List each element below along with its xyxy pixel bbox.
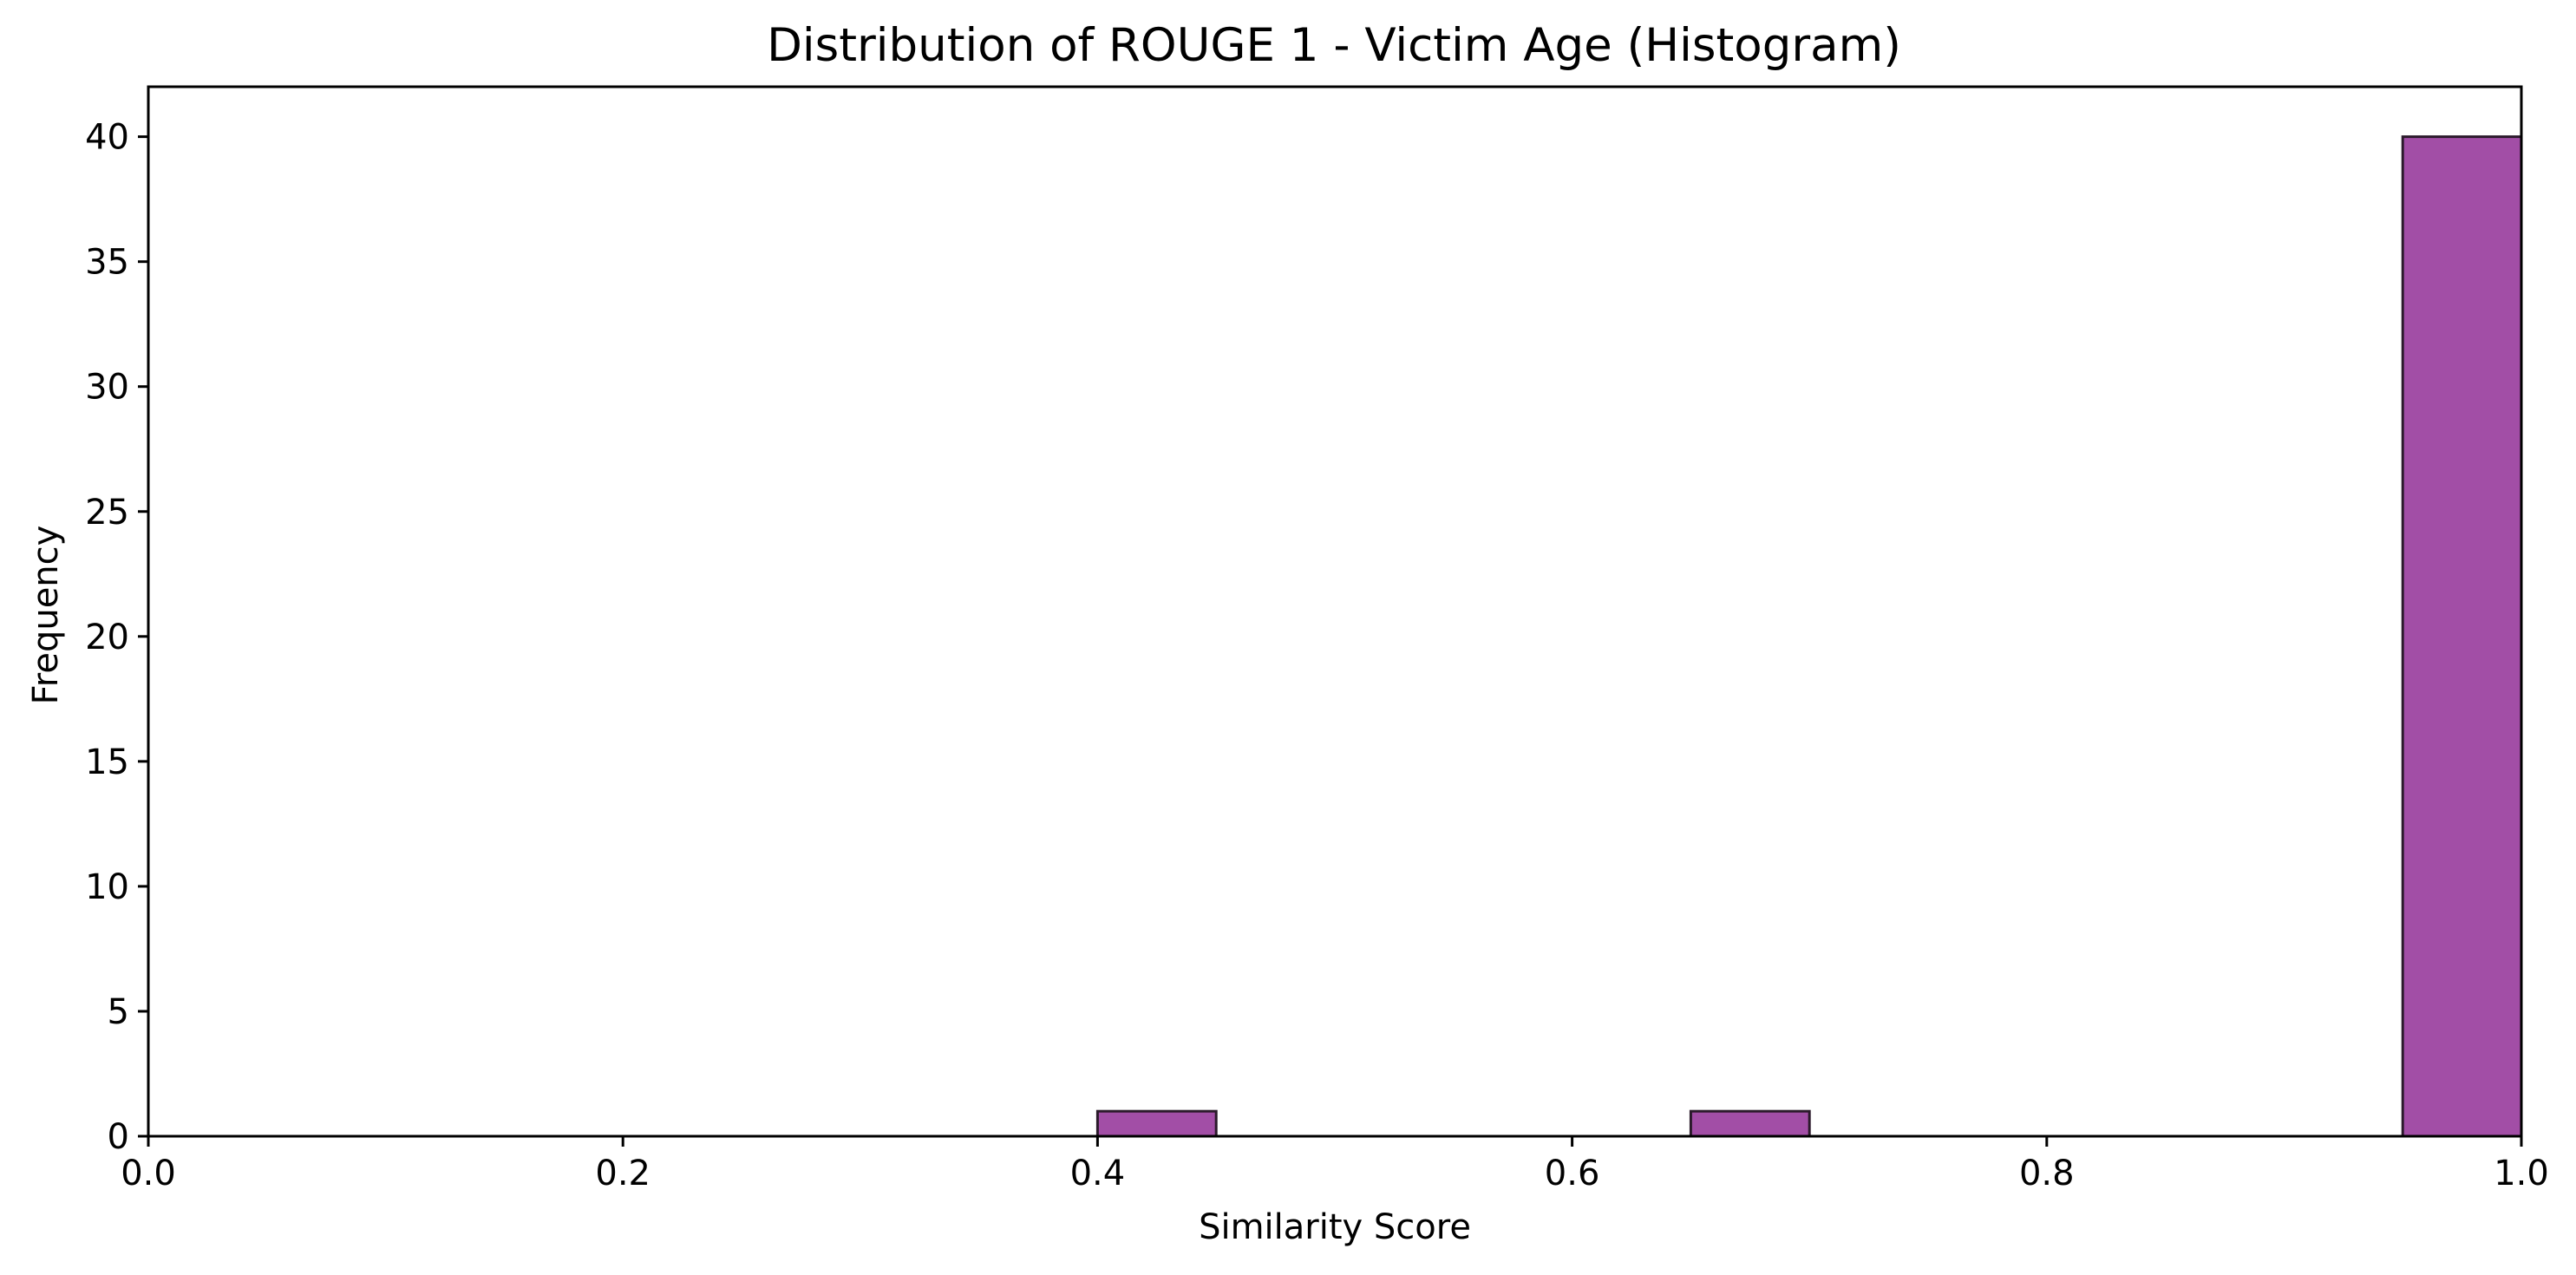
y-tick-label-1: 5 — [108, 992, 129, 1032]
x-axis-label: Similarity Score — [1199, 1207, 1471, 1247]
x-tick-label-5: 1.0 — [2494, 1154, 2549, 1193]
y-axis-ticks: 0 5 10 15 20 25 30 35 40 — [85, 118, 148, 1157]
y-tick-label-4: 20 — [85, 618, 129, 657]
histogram-bar-1 — [1689, 1109, 1811, 1138]
x-tick-label-0: 0.0 — [121, 1154, 176, 1193]
y-tick-label-6: 30 — [85, 368, 129, 408]
y-tick-label-8: 40 — [85, 118, 129, 158]
chart-title: Distribution of ROUGE 1 - Victim Age (Hi… — [767, 19, 1901, 72]
y-tick-label-0: 0 — [108, 1117, 129, 1157]
x-tick-label-1: 0.2 — [595, 1154, 651, 1193]
x-tick-label-4: 0.8 — [2019, 1154, 2075, 1193]
y-tick-label-7: 35 — [85, 243, 129, 283]
histogram-bar-0 — [1095, 1109, 1218, 1138]
plot-frame — [147, 85, 2523, 1138]
x-tick-label-3: 0.6 — [1545, 1154, 1600, 1193]
y-tick-label-2: 10 — [85, 867, 129, 907]
y-tick-label-3: 15 — [85, 742, 129, 782]
y-tick-label-5: 25 — [85, 493, 129, 533]
x-axis-ticks: 0.0 0.2 0.4 0.6 0.8 1.0 — [121, 1136, 2549, 1193]
bars-group — [1095, 135, 2523, 1138]
y-axis-label: Frequency — [26, 526, 66, 705]
x-tick-label-2: 0.4 — [1070, 1154, 1126, 1193]
histogram-bar-2 — [2401, 135, 2523, 1138]
